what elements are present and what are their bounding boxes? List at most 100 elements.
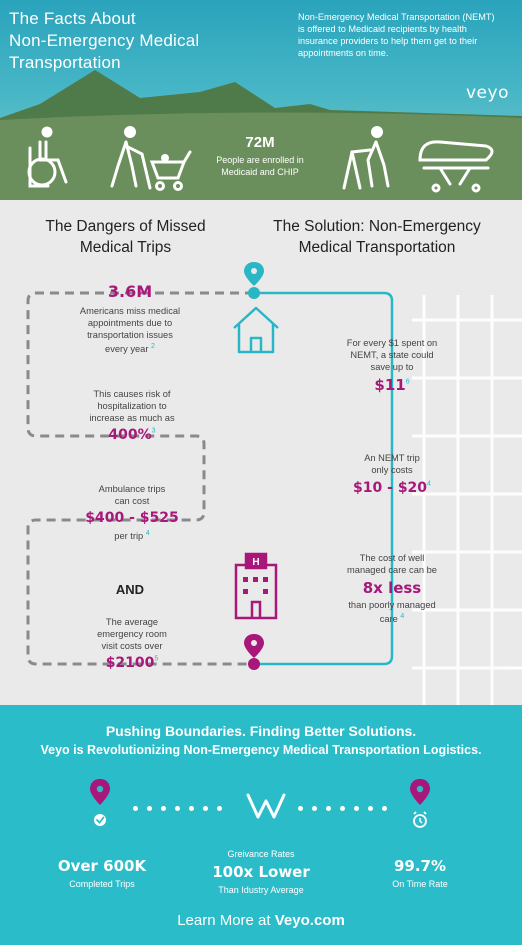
- trip-stat-row: $10 - $204: [340, 479, 444, 497]
- pin-check-icon: [90, 779, 110, 826]
- landscape-illustration: [0, 70, 522, 200]
- footnote-ref: 3: [151, 427, 156, 435]
- progress-dot: [175, 806, 180, 811]
- solution-path: [254, 291, 394, 666]
- footnote-ref: 2: [151, 343, 155, 350]
- grievance-sub: Than Idustry Average: [218, 885, 304, 895]
- footnote-ref: 4: [145, 530, 150, 537]
- savings-stat: $11: [374, 376, 406, 394]
- progress-dot: [217, 806, 222, 811]
- er-fact: The average emergency room visit costs o…: [76, 616, 188, 672]
- savings-text: save up to: [370, 362, 414, 372]
- solution-heading-line: Medical Transportation: [298, 239, 456, 256]
- care-text: The cost of well: [359, 553, 425, 563]
- title-line: Transportation: [9, 53, 121, 72]
- and-label: AND: [115, 582, 145, 597]
- veyo-v-icon: [246, 793, 286, 819]
- er-text: The average: [105, 617, 159, 627]
- er-text: visit costs over: [101, 641, 163, 651]
- ontime-label: On Time Rate: [392, 879, 448, 889]
- enrolled-stat: 72M: [245, 134, 275, 151]
- dangers-heading-line: Medical Trips: [79, 239, 172, 256]
- danger-path: [26, 291, 254, 666]
- ambulance-after: per trip 4: [114, 530, 150, 542]
- footnote-ref: 5: [154, 655, 159, 663]
- stroller-icon: [149, 150, 192, 191]
- risk-stat: 400%: [108, 427, 152, 443]
- progress-dot: [133, 806, 138, 811]
- intro-line: Non-Emergency Medical Transportation (NE…: [298, 12, 495, 22]
- progress-dot: [298, 806, 303, 811]
- trip-cost-fact: An NEMT trip only costs $10 - $204: [340, 452, 444, 497]
- miss-stat: 3.6M: [107, 282, 153, 301]
- enrolled-text: Medicaid and CHIP: [221, 167, 299, 177]
- elderly-walker-icon: [342, 126, 390, 190]
- footnote-ref: 4: [427, 480, 431, 488]
- learn-more-site[interactable]: Veyo.com: [274, 912, 345, 929]
- comparison-section: H The Dangers of Missed Medical Trips Th…: [0, 200, 522, 705]
- street-grid: [412, 295, 522, 705]
- main-title: The Facts About Non-Emergency Medical Tr…: [9, 8, 199, 74]
- intro-line: appointments on time.: [298, 48, 389, 58]
- trips-stat-block: Over 600K Completed Trips: [40, 857, 164, 889]
- hospital-letter: H: [252, 557, 259, 568]
- risk-text: This causes risk of: [93, 389, 171, 399]
- er-text: emergency room: [97, 629, 167, 639]
- risk-text: hospitalization to: [97, 401, 167, 411]
- house-icon: [233, 306, 279, 354]
- ontime-stat-block: 99.7% On Time Rate: [372, 857, 468, 889]
- end-pin-icon: [244, 634, 264, 670]
- er-stat-row: $21005: [76, 654, 188, 672]
- footnote-ref: 6: [405, 378, 410, 386]
- footnote-ref: 4: [400, 613, 405, 620]
- progress-dot: [189, 806, 194, 811]
- ambulance-text: Ambulance trips: [98, 484, 166, 494]
- intro-text: Non-Emergency Medical Transportation (NE…: [298, 11, 518, 59]
- progress-dot: [326, 806, 331, 811]
- progress-dot: [340, 806, 345, 811]
- miss-text: transportation issues: [87, 330, 173, 340]
- risk-fact: This causes risk of hospitalization to i…: [78, 388, 186, 444]
- savings-text: NEMT, a state could: [350, 350, 434, 360]
- care-fact: The cost of well managed care can be 8x …: [336, 552, 448, 625]
- progress-dot: [147, 806, 152, 811]
- miss-text: appointments due to: [87, 318, 173, 328]
- miss-text: Americans miss medical: [79, 306, 181, 316]
- savings-text: For every $1 spent on: [346, 338, 438, 348]
- enrolled-stat-block: 72M People are enrolled in Medicaid and …: [198, 134, 322, 178]
- miss-fact: 3.6M Americans miss medical appointments…: [70, 282, 190, 355]
- solution-heading: The Solution: Non-Emergency Medical Tran…: [268, 216, 486, 258]
- learn-more-link[interactable]: Learn More at Veyo.com: [0, 912, 522, 929]
- progress-dot: [382, 806, 387, 811]
- start-pin-icon: [244, 262, 264, 299]
- progress-dot: [203, 806, 208, 811]
- progress-dot: [368, 806, 373, 811]
- learn-more-prefix: Learn More at: [177, 912, 275, 929]
- care-after-last: care 4: [379, 613, 405, 625]
- dangers-heading: The Dangers of Missed Medical Trips: [18, 216, 233, 258]
- ambulance-stat: $400 - $525: [85, 510, 179, 526]
- care-stat: 8x less: [362, 579, 422, 597]
- enrolled-text: People are enrolled in: [216, 155, 304, 165]
- miss-text-last: every year 2: [105, 343, 155, 355]
- er-stat: $2100: [105, 655, 155, 671]
- progress-dot: [161, 806, 166, 811]
- trips-stat: Over 600K: [57, 857, 147, 875]
- grievance-stat: 100x Lower: [212, 863, 310, 881]
- dangers-heading-line: The Dangers of Missed: [45, 218, 206, 235]
- footer-subheading: Veyo is Revolutionizing Non-Emergency Me…: [40, 743, 482, 757]
- care-text: managed care can be: [347, 565, 437, 575]
- hospital-icon: [234, 552, 278, 620]
- paths-illustration: H: [26, 262, 522, 705]
- intro-line: is offered to Medicaid recipients by hea…: [298, 24, 467, 34]
- grievance-label: Greivance Rates: [227, 849, 295, 859]
- trip-text: An NEMT trip: [364, 453, 420, 463]
- savings-stat-row: $116: [336, 376, 448, 395]
- grievance-stat-block: Greivance Rates 100x Lower Than Idustry …: [196, 849, 326, 895]
- footer-heading: Pushing Boundaries. Finding Better Solut…: [105, 723, 417, 739]
- header-banner: The Facts About Non-Emergency Medical Tr…: [0, 0, 522, 200]
- trips-label: Completed Trips: [69, 879, 135, 889]
- trip-stat: $10 - $20: [353, 480, 428, 496]
- walker-icon: [110, 126, 152, 190]
